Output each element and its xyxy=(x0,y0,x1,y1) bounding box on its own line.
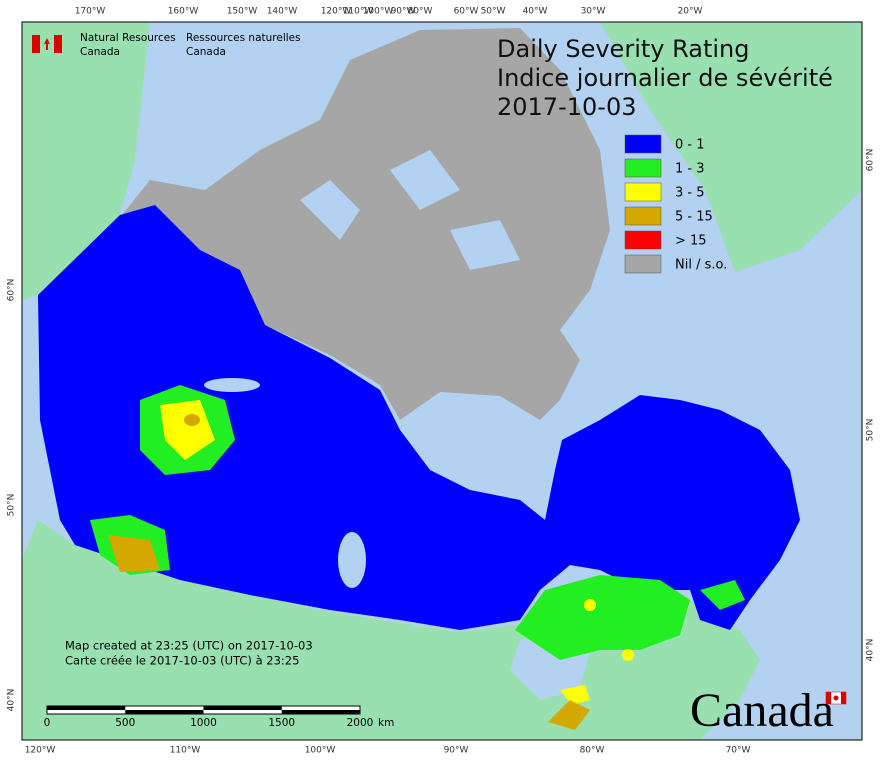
legend-label: Nil / s.o. xyxy=(675,258,727,273)
graticule-label: 120°W xyxy=(25,746,56,756)
flag-leaf xyxy=(833,695,839,701)
lake-winnipeg xyxy=(338,532,366,588)
credit-line: Map created at 23:25 (UTC) on 2017-10-03 xyxy=(65,639,313,653)
graticule-label: 70°W xyxy=(726,746,751,756)
credit-line: Carte créée le 2017-10-03 (UTC) à 23:25 xyxy=(65,654,299,668)
wordmark-flag xyxy=(825,691,847,705)
area-3-5 xyxy=(560,685,590,705)
flag-band xyxy=(32,35,40,53)
canada-rating-0-1 xyxy=(38,205,800,630)
graticule-label: 150°W xyxy=(227,7,258,17)
graticule-label: 40°N xyxy=(866,639,876,662)
arctic-channels xyxy=(300,150,520,270)
flag-leaf xyxy=(44,38,50,50)
legend-label: > 15 xyxy=(675,234,707,249)
flag-band xyxy=(826,692,831,704)
flag-band xyxy=(54,35,62,53)
graticule-label: 100°W xyxy=(305,746,336,756)
scale-segment xyxy=(47,706,126,710)
graticule-label: 60°N xyxy=(7,279,17,302)
map-title: 2017-10-03 xyxy=(497,93,636,121)
scale-tick-label: 500 xyxy=(115,717,135,729)
scale-segment xyxy=(125,710,204,714)
legend-swatch xyxy=(624,206,662,226)
scale-tick-label: 1500 xyxy=(268,717,295,729)
scale-tick-label: 1000 xyxy=(190,717,217,729)
graticule-label: 140°W xyxy=(267,7,298,17)
org-name-en: Natural Resources xyxy=(80,32,176,44)
org-name-fr: Canada xyxy=(186,46,226,58)
legend-label: 3 - 5 xyxy=(675,186,705,201)
area-5-15 xyxy=(548,700,590,730)
legend-swatch xyxy=(624,182,662,202)
legend-swatch xyxy=(624,158,662,178)
greenland xyxy=(600,22,862,272)
graticule-label: 80°W xyxy=(408,7,433,17)
map-frame xyxy=(21,21,863,741)
scale-tick-label: 0 xyxy=(44,717,51,729)
map-title: Indice journalier de sévérité xyxy=(497,64,833,92)
graticule-label: 30°W xyxy=(581,7,606,17)
legend-swatch xyxy=(624,230,662,250)
map-body xyxy=(21,21,863,741)
legend-swatch xyxy=(624,134,662,154)
scale-segment xyxy=(203,706,282,710)
org-name-en: Canada xyxy=(80,46,120,58)
rating-areas xyxy=(90,385,745,730)
legend-swatch xyxy=(624,254,662,274)
alaska xyxy=(22,22,150,300)
wordmark: Canada xyxy=(690,684,834,737)
graticule-label: 40°W xyxy=(523,7,548,17)
arctic-no-data xyxy=(110,28,610,480)
graticule-label: 90°W xyxy=(444,746,469,756)
legend-label: 5 - 15 xyxy=(675,210,713,225)
flag-band xyxy=(841,692,846,704)
legend-label: 1 - 3 xyxy=(675,162,705,177)
hudson-bay xyxy=(400,392,552,512)
graticule-label: 90°W xyxy=(391,7,416,17)
legend-label: 0 - 1 xyxy=(675,138,705,153)
graticule-label: 80°W xyxy=(580,746,605,756)
scale-segment xyxy=(281,710,360,714)
graticule-label: 170°W xyxy=(75,7,106,17)
area-3-5 xyxy=(160,400,215,460)
graticule-label: 50°N xyxy=(7,494,17,517)
graticule-label: 60°W xyxy=(454,7,479,17)
great-slave-lake xyxy=(204,378,260,392)
graticule-label: 50°N xyxy=(866,419,876,442)
org-name-fr: Ressources naturelles xyxy=(186,32,301,44)
scale-unit: km xyxy=(378,717,394,729)
header xyxy=(32,35,62,53)
graticule-label: 110°W xyxy=(170,746,201,756)
area-3-5 xyxy=(584,599,596,611)
graticule-label: 50°W xyxy=(481,7,506,17)
graticule-label: 160°W xyxy=(168,7,199,17)
area-1-3 xyxy=(700,580,745,610)
area-3-5 xyxy=(622,649,634,661)
graticule-label: 120°W xyxy=(321,7,352,17)
area-5-15 xyxy=(108,535,160,572)
area-5-15 xyxy=(184,414,200,426)
graticule-label: 100°W xyxy=(363,7,394,17)
graticule-label: 40°N xyxy=(7,689,17,712)
graticule-label: 20°W xyxy=(678,7,703,17)
map-title: Daily Severity Rating xyxy=(497,35,749,63)
scale-tick-label: 2000 xyxy=(347,717,374,729)
area-1-3 xyxy=(515,575,690,660)
graticule-label: 60°N xyxy=(866,149,876,172)
graticule-label: 110°W xyxy=(343,7,374,17)
